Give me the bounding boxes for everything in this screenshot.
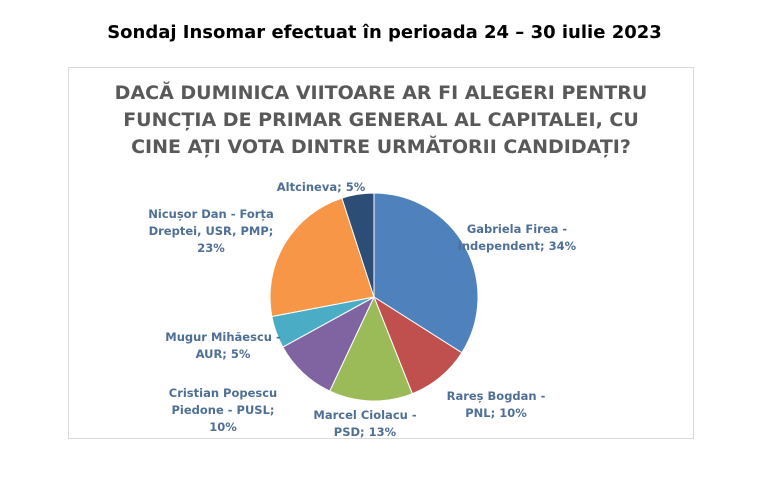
chart-title-line: FUNCȚIA DE PRIMAR GENERAL AL CAPITALEI, … — [123, 109, 639, 131]
slice-data-label: Mugur Mihăescu -AUR; 5% — [165, 330, 281, 361]
chart-title: DACĂ DUMINICA VIITOARE AR FI ALEGERI PEN… — [89, 80, 673, 161]
pie-slices — [269, 192, 479, 402]
pie-slice — [329, 295, 413, 402]
chart-title-line: CINE AȚI VOTA DINTRE URMĂTORII CANDIDAȚI… — [131, 136, 631, 158]
slice-data-label: Rareș Bogdan -PNL; 10% — [447, 389, 546, 420]
pie-slice — [269, 197, 375, 318]
slice-data-label: Gabriela Firea -independent; 34% — [458, 222, 577, 253]
chart-title-line: DACĂ DUMINICA VIITOARE AR FI ALEGERI PEN… — [114, 82, 648, 104]
slice-data-label: Cristian Popescu Piedone - PUSL; 10% — [169, 386, 278, 434]
page-heading: Sondaj Insomar efectuat în perioada 24 –… — [107, 22, 662, 43]
slice-data-label: Nicușor Dan - Forța Dreptei, USR, PMP; 23% — [148, 207, 273, 255]
pie-chart: Gabriela Firea -independent; 34% Rareș Bo… — [148, 180, 576, 439]
chart-frame: Gabriela Firea -independent; 34% Rareș Bo… — [68, 67, 694, 439]
slice-data-label: Altcineva; 5% — [277, 180, 366, 194]
pie-slice — [341, 192, 375, 298]
slice-data-label: Marcel Ciolacu -PSD; 13% — [313, 408, 416, 439]
pie-labels: Gabriela Firea -independent; 34% Rareș Bo… — [148, 180, 576, 439]
pie-slice — [373, 192, 479, 354]
